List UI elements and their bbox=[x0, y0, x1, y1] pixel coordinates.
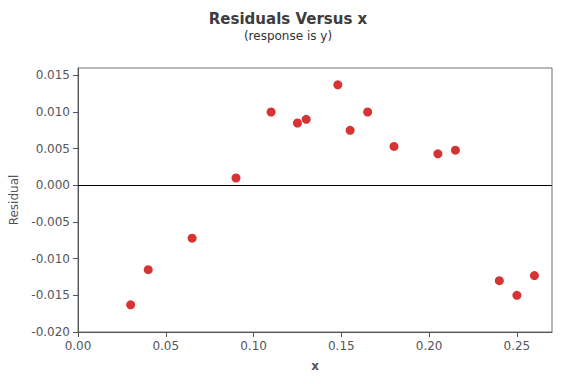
svg-text:x: x bbox=[311, 359, 319, 373]
svg-text:0.005: 0.005 bbox=[36, 142, 70, 156]
svg-text:0.25: 0.25 bbox=[504, 339, 531, 353]
svg-text:Residual: Residual bbox=[7, 175, 21, 226]
svg-text:0.15: 0.15 bbox=[328, 339, 355, 353]
svg-text:(response is y): (response is y) bbox=[244, 29, 332, 43]
svg-text:0.20: 0.20 bbox=[416, 339, 443, 353]
svg-text:0.10: 0.10 bbox=[240, 339, 267, 353]
svg-text:0.05: 0.05 bbox=[152, 339, 179, 353]
svg-text:-0.020: -0.020 bbox=[31, 325, 70, 339]
svg-text:-0.015: -0.015 bbox=[31, 288, 70, 302]
svg-text:0.000: 0.000 bbox=[36, 178, 70, 192]
svg-text:-0.010: -0.010 bbox=[31, 252, 70, 266]
svg-text:0.010: 0.010 bbox=[36, 105, 70, 119]
svg-text:-0.005: -0.005 bbox=[31, 215, 70, 229]
svg-text:0.00: 0.00 bbox=[65, 339, 92, 353]
svg-text:Residuals Versus x: Residuals Versus x bbox=[209, 10, 368, 28]
svg-text:0.015: 0.015 bbox=[36, 68, 70, 82]
